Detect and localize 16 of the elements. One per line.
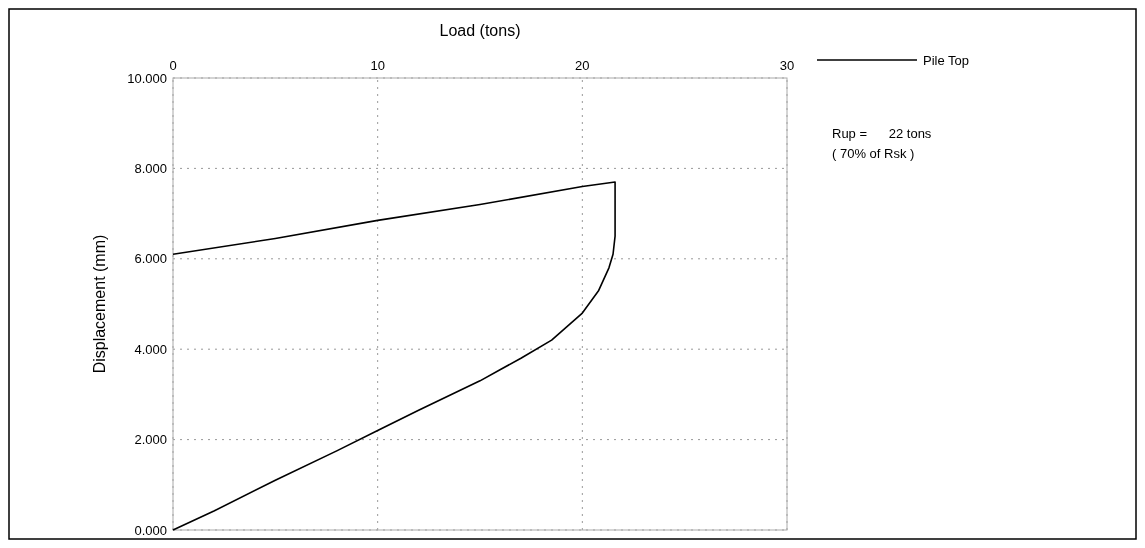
y-tick-label: 2.000	[134, 432, 167, 448]
text: Pile Top	[923, 52, 970, 68]
x-axis-title: Load (tons)	[439, 22, 521, 39]
text: ( 70% of Rsk )	[832, 146, 915, 161]
line-series	[172, 181, 616, 531]
x-tick-label: 20	[575, 58, 590, 73]
text: Rup = 22 tons	[832, 126, 932, 141]
y-tick-label: 10.000	[127, 70, 167, 86]
x-tick-label: 10	[370, 58, 385, 73]
y-tick-label: 8.000	[134, 160, 167, 176]
x-tick-label: 30	[779, 58, 795, 73]
y-axis-title: Displacement (mm)	[91, 234, 108, 374]
y-tick-label: 6.000	[134, 251, 167, 267]
x-tick-label: 0	[169, 58, 177, 73]
y-tick-label: 4.000	[134, 341, 167, 357]
y-tick-label: 0.000	[134, 522, 167, 538]
